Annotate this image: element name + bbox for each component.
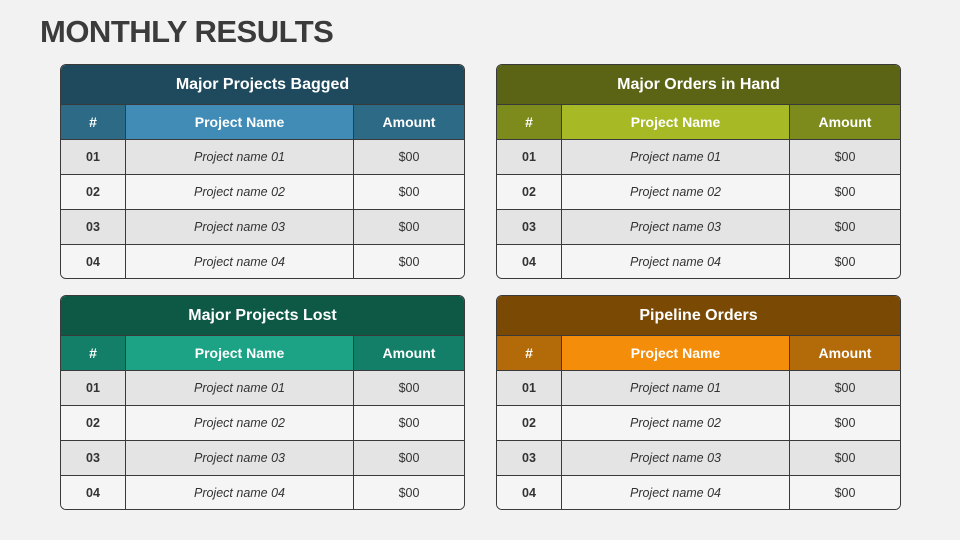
table-row: 04 Project name 04 $00	[497, 475, 900, 509]
header-row: # Project Name Amount	[497, 105, 900, 139]
table-title: Pipeline Orders	[497, 296, 900, 336]
table-cell: 01	[61, 371, 126, 405]
header-row: # Project Name Amount	[497, 336, 900, 370]
table-cell: Project name 02	[562, 406, 790, 440]
table-cell: Project name 01	[126, 371, 354, 405]
column-header: #	[61, 105, 126, 139]
table-cell: 01	[61, 140, 126, 174]
column-header: Amount	[790, 336, 900, 370]
table-cell: 04	[61, 245, 126, 278]
table-row: 03 Project name 03 $00	[497, 440, 900, 475]
table-cell: $00	[354, 245, 464, 278]
table-row: 02 Project name 02 $00	[61, 174, 464, 209]
table-cell: Project name 03	[562, 210, 790, 244]
table-cell: 03	[497, 441, 562, 475]
column-header: Amount	[354, 105, 464, 139]
table-cell: 02	[497, 175, 562, 209]
table-cell: Project name 01	[562, 371, 790, 405]
column-header: Project Name	[562, 105, 790, 139]
table-panel: Major Projects Bagged # Project Name Amount…	[60, 64, 465, 279]
table-cell: 03	[61, 210, 126, 244]
table-row: 02 Project name 02 $00	[497, 405, 900, 440]
table-cell: $00	[354, 476, 464, 509]
table-panel: Major Orders in Hand # Project Name Amount 0…	[496, 64, 901, 279]
table-cell: Project name 02	[126, 406, 354, 440]
table-cell: $00	[790, 441, 900, 475]
table-cell: $00	[354, 371, 464, 405]
table-cell: 04	[61, 476, 126, 509]
table-row: 04 Project name 04 $00	[61, 244, 464, 278]
slide-title: MONTHLY RESULTS	[40, 14, 334, 49]
table-cell: Project name 04	[126, 476, 354, 509]
table-cell: 01	[497, 140, 562, 174]
table-cell: Project name 03	[562, 441, 790, 475]
table-cell: $00	[354, 441, 464, 475]
table-cell: Project name 04	[562, 476, 790, 509]
column-header: #	[497, 105, 562, 139]
column-header: #	[497, 336, 562, 370]
header-row: # Project Name Amount	[61, 105, 464, 139]
column-header: Project Name	[126, 105, 354, 139]
column-header: Amount	[354, 336, 464, 370]
table-cell: 03	[61, 441, 126, 475]
table-cell: Project name 04	[562, 245, 790, 278]
table-cell: 02	[61, 406, 126, 440]
table-cell: $00	[790, 210, 900, 244]
table-cell: Project name 03	[126, 441, 354, 475]
table-cell: $00	[790, 371, 900, 405]
table-title: Major Projects Bagged	[61, 65, 464, 105]
table-cell: $00	[790, 245, 900, 278]
table-cell: Project name 01	[126, 140, 354, 174]
table-cell: $00	[790, 175, 900, 209]
table-row: 01 Project name 01 $00	[497, 139, 900, 174]
table-cell: $00	[354, 140, 464, 174]
table-cell: Project name 02	[562, 175, 790, 209]
table-row: 03 Project name 03 $00	[61, 209, 464, 244]
table-row: 02 Project name 02 $00	[61, 405, 464, 440]
column-header: #	[61, 336, 126, 370]
table-cell: 01	[497, 371, 562, 405]
table-title: Major Orders in Hand	[497, 65, 900, 105]
column-header: Project Name	[126, 336, 354, 370]
table-row: 02 Project name 02 $00	[497, 174, 900, 209]
table-cell: 02	[61, 175, 126, 209]
table-cell: $00	[354, 175, 464, 209]
table-cell: $00	[790, 476, 900, 509]
table-row: 01 Project name 01 $00	[497, 370, 900, 405]
table-cell: $00	[354, 210, 464, 244]
header-row: # Project Name Amount	[61, 336, 464, 370]
table-cell: 04	[497, 476, 562, 509]
column-header: Amount	[790, 105, 900, 139]
table-cell: 04	[497, 245, 562, 278]
table-cell: Project name 02	[126, 175, 354, 209]
table-cell: Project name 04	[126, 245, 354, 278]
table-cell: $00	[790, 406, 900, 440]
table-panel: Pipeline Orders # Project Name Amount 01 Proj…	[496, 295, 901, 510]
table-title: Major Projects Lost	[61, 296, 464, 336]
table-row: 01 Project name 01 $00	[61, 370, 464, 405]
table-cell: 02	[497, 406, 562, 440]
table-cell: Project name 03	[126, 210, 354, 244]
table-cell: 03	[497, 210, 562, 244]
table-row: 04 Project name 04 $00	[61, 475, 464, 509]
table-cell: $00	[354, 406, 464, 440]
table-row: 04 Project name 04 $00	[497, 244, 900, 278]
column-header: Project Name	[562, 336, 790, 370]
table-cell: $00	[790, 140, 900, 174]
table-row: 01 Project name 01 $00	[61, 139, 464, 174]
table-row: 03 Project name 03 $00	[61, 440, 464, 475]
table-row: 03 Project name 03 $00	[497, 209, 900, 244]
table-cell: Project name 01	[562, 140, 790, 174]
table-panel: Major Projects Lost # Project Name Amount 01…	[60, 295, 465, 510]
